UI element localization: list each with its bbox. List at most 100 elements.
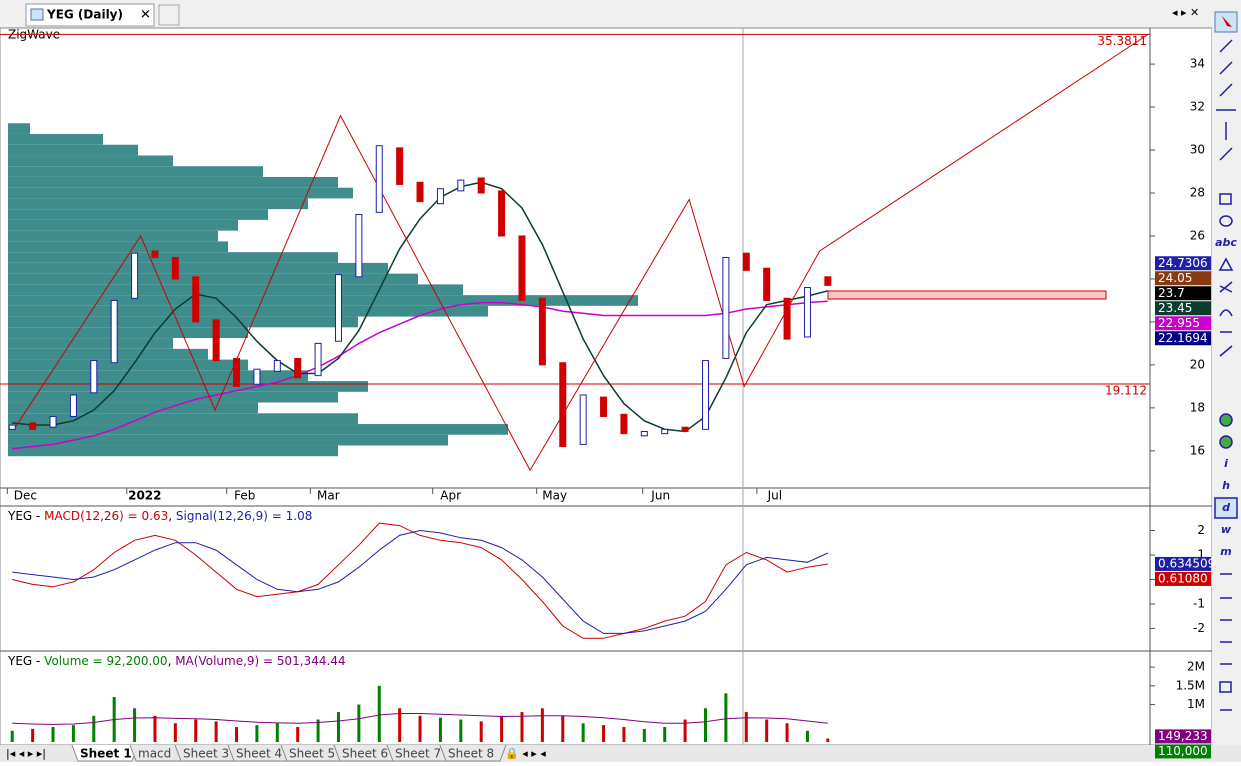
candle xyxy=(600,396,608,417)
price-tag-label: 0.634509 xyxy=(1158,556,1215,570)
moving-average xyxy=(12,300,828,450)
tab-bar xyxy=(0,0,1241,28)
y-tick-label: 30 xyxy=(1190,143,1205,157)
volume-profile-bar xyxy=(8,133,103,145)
candle xyxy=(192,276,200,323)
candle xyxy=(559,362,567,448)
y-tick-label: 16 xyxy=(1190,443,1205,457)
volume-profile-bar xyxy=(8,209,268,220)
candle xyxy=(538,297,546,366)
panel-label-part: MA(Volume,9) = 501,344.44 xyxy=(175,654,345,668)
y-tick-label: 32 xyxy=(1190,100,1205,114)
volume-bar xyxy=(153,715,157,742)
volume-bar xyxy=(377,685,381,742)
volume-profile-bar xyxy=(8,273,418,285)
volume-profile-bar xyxy=(8,176,338,188)
volume-bar xyxy=(561,715,565,742)
candle xyxy=(29,422,37,430)
x-tick-label: May xyxy=(542,489,567,503)
candle xyxy=(171,256,179,280)
volume-bar xyxy=(642,728,646,742)
volume-bar xyxy=(622,727,626,742)
volume-profile-bar xyxy=(8,305,488,317)
price-tag-label: 23.45 xyxy=(1158,301,1192,315)
sheet-tab-label: Sheet 5 xyxy=(289,747,335,761)
volume-bar xyxy=(459,719,463,742)
volume-profile-bar xyxy=(8,262,388,274)
sheet-tab-label: Sheet 7 xyxy=(395,747,441,761)
toolbar xyxy=(1212,28,1241,745)
candle xyxy=(701,360,709,430)
volume-bar xyxy=(744,712,748,742)
tab[interactable] xyxy=(25,3,155,27)
candle xyxy=(783,297,791,340)
volume-profile-bar xyxy=(8,402,258,414)
volume-profile-bar xyxy=(8,241,228,253)
volume-bar xyxy=(805,730,809,742)
sheet-controls[interactable]: 🔒 ◂ ▸ ◂ xyxy=(505,747,546,760)
volume-bar xyxy=(71,725,75,742)
volume-bar xyxy=(663,727,667,742)
candle xyxy=(457,179,465,192)
candle xyxy=(436,188,444,205)
tool-letter: m xyxy=(1220,545,1231,558)
volume-bar xyxy=(479,721,483,742)
sheet-tab[interactable] xyxy=(439,744,507,762)
panel-label-part: Signal(12,26,9) = 1.08 xyxy=(176,509,312,523)
panel-label: YEG - MACD(12,26) = 0.63, Signal(12,26,9… xyxy=(7,509,312,523)
candle xyxy=(151,250,159,258)
candle xyxy=(824,276,832,286)
x-tick-label: Dec xyxy=(14,489,37,503)
candle xyxy=(49,415,57,428)
volume-bar xyxy=(438,717,442,742)
x-tick-label: Mar xyxy=(317,489,340,503)
candle xyxy=(681,426,689,432)
y-tick-label: 2M xyxy=(1187,660,1205,674)
tool-letter: d xyxy=(1222,501,1230,514)
new-tab[interactable] xyxy=(158,4,180,26)
y-tick-label: 1 xyxy=(1197,547,1205,561)
volume-bar xyxy=(296,727,300,742)
candle xyxy=(477,177,485,194)
x-tick-label: 2022 xyxy=(128,489,161,503)
level-label: 35.3811 xyxy=(1097,34,1147,48)
candle xyxy=(294,357,302,379)
panel-label-part: YEG - xyxy=(7,509,44,523)
volume-profile-bar xyxy=(8,434,448,446)
volume-bar xyxy=(336,712,340,742)
price-tag-label: 24.05 xyxy=(1158,271,1192,285)
price-tag-label: 24.7306 xyxy=(1158,256,1208,270)
x-tick-label: Feb xyxy=(234,489,255,503)
volume-profile-bar xyxy=(8,230,218,242)
tab-icon xyxy=(30,8,44,21)
volume-profile-bar xyxy=(8,348,208,360)
volume-profile-bar xyxy=(8,359,248,371)
candle xyxy=(416,181,424,203)
volume-profile-bar xyxy=(8,155,173,167)
volume-bar xyxy=(235,727,239,742)
tab-close[interactable]: ✕ xyxy=(140,8,151,23)
volume-bar xyxy=(703,708,707,742)
candle xyxy=(803,287,811,338)
tool-icons xyxy=(1214,39,1238,711)
scroll-arrows[interactable]: ◂ ▸ ✕ xyxy=(1172,6,1199,19)
volume-profile-bar xyxy=(8,391,338,403)
candle xyxy=(334,274,342,342)
price-tag xyxy=(1155,729,1211,744)
volume-bar xyxy=(765,719,769,742)
volume-profile-bar xyxy=(8,187,353,199)
price-tag xyxy=(1155,571,1211,586)
volume-ma xyxy=(12,713,828,725)
x-tick-label: Jun xyxy=(650,489,670,503)
candle xyxy=(233,357,241,387)
signal-line xyxy=(12,529,829,634)
candle xyxy=(355,213,363,278)
volume-profile-bar xyxy=(8,144,138,156)
x-tick-label: Apr xyxy=(440,489,461,503)
price-tag-label: 22.1694 xyxy=(1158,331,1208,345)
panel-label-part: YEG - xyxy=(7,654,44,668)
sheet-nav[interactable]: |◂ ◂ ▸ ▸| xyxy=(6,747,46,760)
candle xyxy=(110,299,118,364)
moving-average xyxy=(12,181,828,433)
